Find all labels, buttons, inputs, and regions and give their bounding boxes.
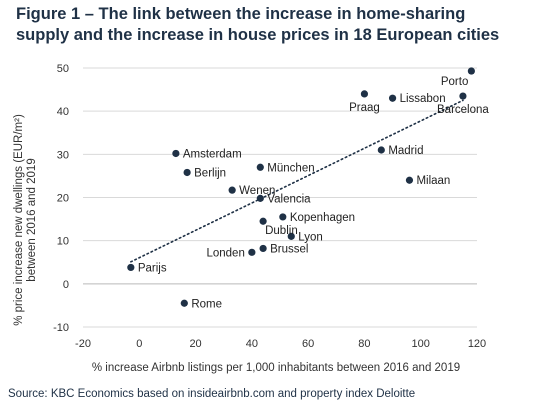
point-label: Praag <box>349 102 380 114</box>
y-tick-label: 30 <box>57 149 69 161</box>
y-tick-label: 10 <box>57 236 69 248</box>
x-tick-label: 40 <box>246 338 258 350</box>
data-point <box>127 263 135 272</box>
point-label: Brussel <box>270 243 308 255</box>
data-point <box>467 67 475 75</box>
point-label: Madrid <box>388 145 423 157</box>
figure-label: Figure 1 <box>16 5 81 23</box>
data-point <box>172 149 180 158</box>
data-point <box>228 186 236 194</box>
data-point <box>388 94 397 102</box>
data-point <box>259 244 267 253</box>
grid-layer <box>83 67 477 328</box>
point-label: Rome <box>191 298 222 310</box>
source-note: Source: KBC Economics based on insideair… <box>8 388 416 400</box>
point-label: Wenen <box>239 185 275 197</box>
point-label: München <box>267 162 314 174</box>
y-axis-label-line1: % price increase new dwellings (EUR/m²) <box>13 114 25 326</box>
point-label: Milaan <box>416 175 450 187</box>
chart-title: Figure 1 – The link between the increase… <box>16 4 536 46</box>
point-label: Lyon <box>298 231 323 243</box>
x-tick-label: -20 <box>75 338 91 350</box>
point-label: Dublin <box>265 225 298 237</box>
x-axis-label: % increase Airbnb listings per 1,000 inh… <box>92 362 460 374</box>
point-label: Londen <box>206 247 244 259</box>
data-point <box>183 168 191 177</box>
y-tick-label: 0 <box>63 279 69 291</box>
point-label: Barcelona <box>437 104 489 116</box>
point-label: Amsterdam <box>183 148 242 160</box>
x-tick-label: 20 <box>189 338 201 350</box>
data-point <box>377 146 385 154</box>
data-point <box>405 176 414 184</box>
data-point <box>360 90 369 98</box>
data-point <box>459 92 467 100</box>
point-layer <box>127 67 475 307</box>
data-point <box>256 194 264 202</box>
data-point <box>180 299 188 307</box>
y-tick-label: -10 <box>53 322 69 334</box>
data-point <box>279 213 287 221</box>
point-label: Parijs <box>138 262 167 274</box>
y-tick-label: 50 <box>57 63 69 75</box>
x-tick-label: 80 <box>358 338 370 350</box>
y-tick-label: 20 <box>57 193 69 205</box>
x-tick-label: 120 <box>468 338 486 350</box>
data-point <box>287 232 295 240</box>
point-label: Kopenhagen <box>290 212 355 224</box>
x-tick-label: 60 <box>302 338 314 350</box>
y-tick-label: 40 <box>57 106 69 118</box>
x-tick-label: 0 <box>136 338 142 350</box>
data-point <box>259 217 267 225</box>
point-label: Valencia <box>267 193 311 205</box>
point-label: Porto <box>441 76 469 88</box>
data-point <box>248 248 256 256</box>
x-tick-label: 100 <box>412 338 430 350</box>
trendline <box>130 99 464 263</box>
y-axis-label-line2: between 2016 and 2019 <box>26 158 38 281</box>
data-point <box>256 163 264 171</box>
title-line1: – The link between the increase in home-… <box>80 5 466 23</box>
title-line2: supply and the increase in house prices … <box>16 26 500 44</box>
point-label: Lissabon <box>400 93 446 105</box>
trend-layer <box>130 99 464 263</box>
axis-layer: -10 0 10 20 30 40 50 -20 0 20 40 60 80 100 120 <box>53 63 486 350</box>
point-label: Berlijn <box>194 167 226 179</box>
